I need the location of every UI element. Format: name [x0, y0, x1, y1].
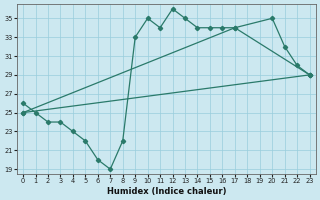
X-axis label: Humidex (Indice chaleur): Humidex (Indice chaleur): [107, 187, 226, 196]
